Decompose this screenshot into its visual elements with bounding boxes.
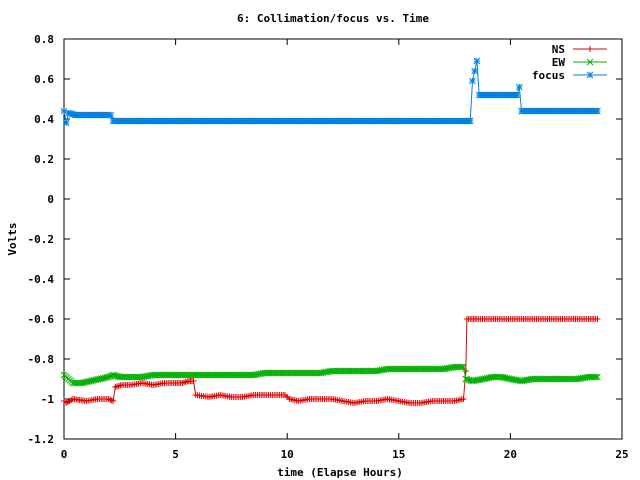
y-tick-label: -0.8	[28, 353, 55, 366]
data-point-focus	[107, 111, 115, 119]
data-point-focus	[594, 107, 601, 115]
y-tick-label: -0.6	[28, 313, 55, 326]
data-point-focus	[515, 83, 523, 91]
data-point-ew	[498, 373, 505, 381]
data-point-ew	[508, 375, 516, 383]
data-point-ew	[592, 373, 600, 381]
y-tick-label: 0.6	[34, 73, 54, 86]
data-point-focus	[60, 107, 68, 115]
data-point-focus	[471, 67, 479, 75]
axis-ticks: 0 5 10 15 20 25 0.8 0.6 0.4 0.2 0 -0.2 -0.4 -0.6 -0.8 -…	[28, 33, 629, 461]
data-point-ew	[507, 375, 514, 383]
x-tick-label: 5	[172, 448, 179, 461]
data-point-focus	[469, 77, 476, 85]
data-point-ew	[114, 373, 122, 380]
data-point-ew	[113, 372, 120, 380]
x-tick-label: 25	[615, 448, 628, 461]
data-point-ew	[464, 376, 471, 383]
data-point-focus	[473, 57, 481, 65]
data-point-ew	[510, 376, 518, 384]
y-tick-label: 0.4	[34, 113, 54, 126]
data-point-ew	[514, 376, 522, 384]
data-point-ew	[512, 376, 520, 384]
legend-marker-ew	[586, 58, 594, 66]
y-tick-label: -1.2	[28, 433, 55, 446]
data-point-ew	[594, 373, 601, 381]
y-tick-label: 0	[47, 193, 54, 206]
y-tick-label: 0.2	[34, 153, 54, 166]
legend-marker-focus	[586, 71, 594, 79]
series-focus	[60, 57, 601, 127]
data-point-ew	[109, 371, 117, 379]
data-point-ew	[501, 374, 509, 382]
data-point-ew	[503, 374, 511, 382]
x-axis-label: time (Elapse Hours)	[277, 466, 403, 479]
y-tick-label: -0.4	[28, 273, 55, 286]
data-point-ew	[458, 363, 466, 371]
legend-label-ew: EW	[552, 56, 566, 69]
data-point-ew	[111, 372, 119, 379]
data-point-focus	[513, 91, 521, 99]
data-point-ew	[499, 374, 507, 381]
x-tick-label: 10	[281, 448, 294, 461]
chart-title: 6: Collimation/focus vs. Time	[237, 12, 429, 25]
legend-label-focus: focus	[532, 69, 565, 82]
data-point-focus	[466, 117, 474, 125]
legend-label-ns: NS	[552, 43, 565, 56]
series-line-ns	[63, 318, 598, 404]
data-point-ew	[460, 363, 467, 371]
data-point-focus	[62, 119, 70, 127]
series-ew	[60, 363, 601, 387]
series-layer	[60, 57, 601, 406]
data-point-ew	[462, 375, 470, 383]
y-axis-label: Volts	[6, 222, 19, 255]
x-tick-label: 0	[61, 448, 68, 461]
data-point-ew	[505, 375, 512, 382]
series-ns	[61, 316, 601, 406]
y-tick-label: -0.2	[28, 233, 55, 246]
y-tick-label: -1	[41, 393, 55, 406]
x-tick-label: 20	[504, 448, 517, 461]
x-tick-label: 15	[392, 448, 405, 461]
y-tick-label: 0.8	[34, 33, 54, 46]
data-point-ew	[496, 373, 504, 381]
